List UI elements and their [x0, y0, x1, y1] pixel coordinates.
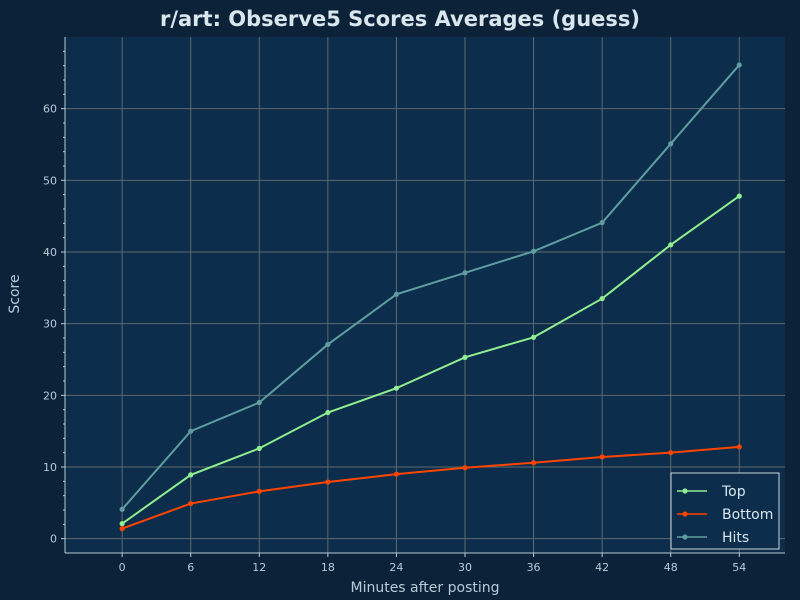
- chart-title: r/art: Observe5 Scores Averages (guess): [160, 7, 640, 31]
- data-point-hits: [668, 141, 674, 147]
- data-point-hits: [256, 399, 262, 406]
- data-point-bottom: [462, 465, 468, 471]
- series-bottom: [119, 444, 742, 532]
- legend-label-top: Top: [721, 484, 746, 500]
- data-point-top: [325, 409, 331, 416]
- x-tick-label: 24: [389, 561, 403, 574]
- y-tick-label: 40: [43, 246, 57, 259]
- data-point-hits: [393, 291, 400, 297]
- data-point-top: [393, 385, 400, 391]
- series-layer: [119, 62, 742, 532]
- x-tick-label: 36: [527, 561, 541, 574]
- legend-marker-bottom: [682, 511, 688, 517]
- legend-label-bottom: Bottom: [722, 507, 773, 523]
- x-tick-label: 6: [187, 561, 194, 574]
- series-top: [119, 193, 742, 527]
- data-point-bottom: [736, 444, 742, 450]
- data-point-bottom: [393, 471, 400, 477]
- x-tick-label: 12: [252, 561, 266, 574]
- x-tick-label: 30: [458, 561, 472, 574]
- data-point-top: [736, 193, 742, 199]
- y-tick-label: 0: [50, 533, 57, 546]
- data-point-top: [530, 334, 537, 340]
- data-point-top: [668, 242, 674, 248]
- data-point-hits: [530, 248, 537, 254]
- data-point-top: [119, 521, 125, 527]
- y-axis-label: Score: [7, 274, 23, 313]
- grid: [65, 37, 785, 553]
- data-point-bottom: [188, 500, 194, 507]
- series-line-top: [121, 195, 740, 525]
- legend: Top Bottom Hits: [670, 472, 780, 550]
- y-tick-label: 20: [43, 389, 57, 402]
- data-point-bottom: [668, 450, 674, 456]
- legend-marker-hits: [682, 534, 688, 540]
- y-tick-label: 60: [43, 103, 57, 116]
- data-point-hits: [462, 270, 468, 276]
- y-tick-label: 30: [43, 318, 57, 331]
- data-point-hits: [325, 341, 331, 348]
- x-tick-label: 0: [119, 561, 126, 574]
- data-point-bottom: [325, 479, 331, 485]
- data-point-bottom: [530, 460, 537, 466]
- x-tick-label: 18: [321, 561, 335, 574]
- x-tick-label: 48: [664, 561, 678, 574]
- data-point-top: [256, 445, 262, 451]
- series-hits: [119, 62, 742, 512]
- data-point-top: [599, 295, 605, 302]
- x-ticks: 0 6 12 18 24 30 36 42 48 54: [119, 553, 746, 574]
- data-point-hits: [736, 62, 742, 68]
- legend-label-hits: Hits: [722, 530, 749, 546]
- y-ticks: 0 10 20 30 40 50 60: [43, 50, 65, 546]
- data-point-hits: [599, 220, 605, 226]
- series-line-hits: [121, 64, 741, 510]
- x-axis-label: Minutes after posting: [350, 580, 499, 596]
- data-point-top: [188, 472, 194, 478]
- data-point-top: [462, 354, 468, 360]
- y-tick-label: 10: [43, 461, 57, 474]
- data-point-bottom: [256, 488, 262, 494]
- x-tick-label: 42: [595, 561, 609, 574]
- data-point-bottom: [119, 526, 125, 532]
- legend-marker-top: [682, 488, 688, 494]
- data-point-hits: [119, 506, 125, 512]
- series-line-bottom: [121, 445, 740, 530]
- x-tick-label: 54: [732, 561, 746, 574]
- data-point-bottom: [599, 454, 605, 460]
- data-point-hits: [188, 428, 194, 434]
- y-tick-label: 50: [43, 174, 57, 187]
